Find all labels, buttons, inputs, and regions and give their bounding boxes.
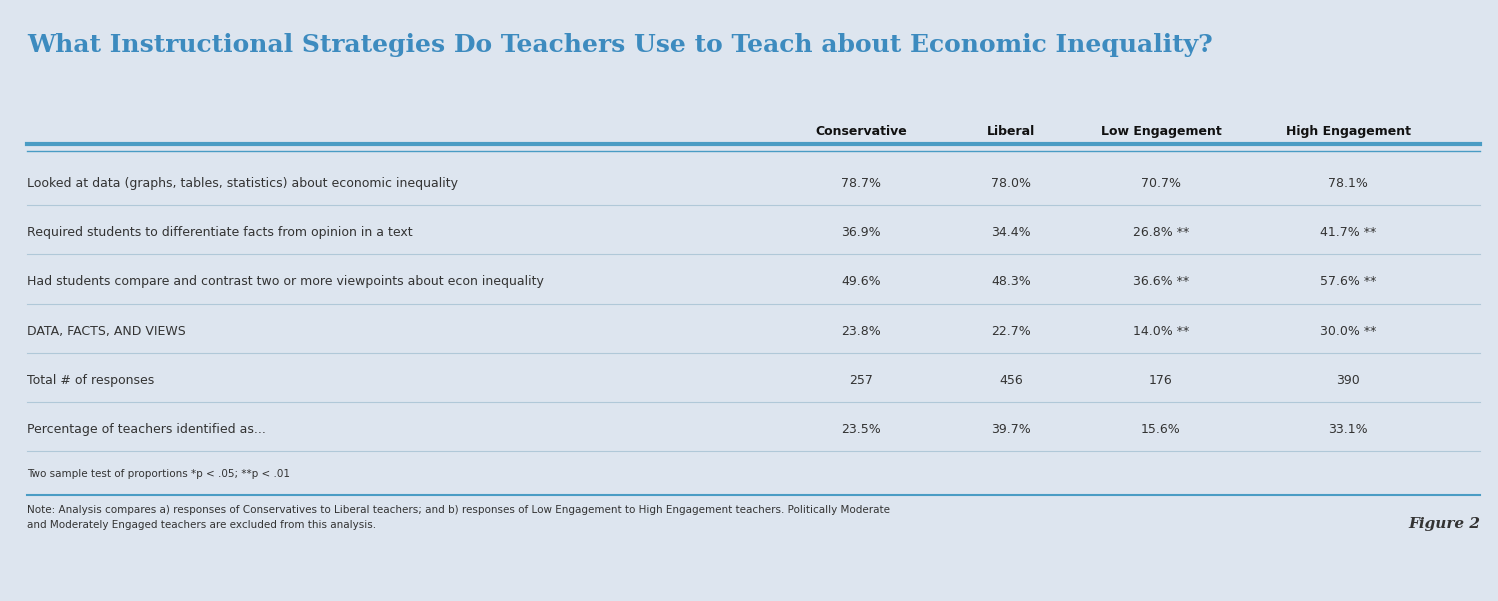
Text: Low Engagement: Low Engagement [1101,125,1221,138]
Text: 57.6% **: 57.6% ** [1320,275,1377,288]
Text: Two sample test of proportions *p < .05; **p < .01: Two sample test of proportions *p < .05;… [27,469,291,480]
Text: 456: 456 [999,374,1023,387]
Text: 39.7%: 39.7% [992,423,1031,436]
Text: 33.1%: 33.1% [1329,423,1368,436]
Text: 49.6%: 49.6% [842,275,881,288]
Text: Figure 2: Figure 2 [1408,517,1480,531]
Text: 78.0%: 78.0% [992,177,1031,190]
Text: 176: 176 [1149,374,1173,387]
Text: Had students compare and contrast two or more viewpoints about econ inequality: Had students compare and contrast two or… [27,275,544,288]
Text: 23.8%: 23.8% [842,325,881,338]
Text: 78.1%: 78.1% [1329,177,1368,190]
Text: 36.9%: 36.9% [842,226,881,239]
Text: 78.7%: 78.7% [842,177,881,190]
Text: 22.7%: 22.7% [992,325,1031,338]
Text: 15.6%: 15.6% [1141,423,1180,436]
Text: Looked at data (graphs, tables, statistics) about economic inequality: Looked at data (graphs, tables, statisti… [27,177,458,190]
Text: 257: 257 [849,374,873,387]
Text: 26.8% **: 26.8% ** [1132,226,1189,239]
Text: 70.7%: 70.7% [1141,177,1180,190]
Text: 48.3%: 48.3% [992,275,1031,288]
Text: What Instructional Strategies Do Teachers Use to Teach about Economic Inequality: What Instructional Strategies Do Teacher… [27,33,1213,57]
Text: High Engagement: High Engagement [1285,125,1411,138]
Text: Total # of responses: Total # of responses [27,374,154,387]
Text: Percentage of teachers identified as...: Percentage of teachers identified as... [27,423,265,436]
Text: Required students to differentiate facts from opinion in a text: Required students to differentiate facts… [27,226,412,239]
Text: Liberal: Liberal [987,125,1035,138]
Text: 14.0% **: 14.0% ** [1132,325,1189,338]
Text: 34.4%: 34.4% [992,226,1031,239]
Text: 30.0% **: 30.0% ** [1320,325,1377,338]
Text: 36.6% **: 36.6% ** [1132,275,1189,288]
Text: Note: Analysis compares a) responses of Conservatives to Liberal teachers; and b: Note: Analysis compares a) responses of … [27,505,890,530]
Text: Conservative: Conservative [815,125,908,138]
Text: 390: 390 [1336,374,1360,387]
Text: 41.7% **: 41.7% ** [1320,226,1377,239]
Text: 23.5%: 23.5% [842,423,881,436]
Text: DATA, FACTS, AND VIEWS: DATA, FACTS, AND VIEWS [27,325,186,338]
